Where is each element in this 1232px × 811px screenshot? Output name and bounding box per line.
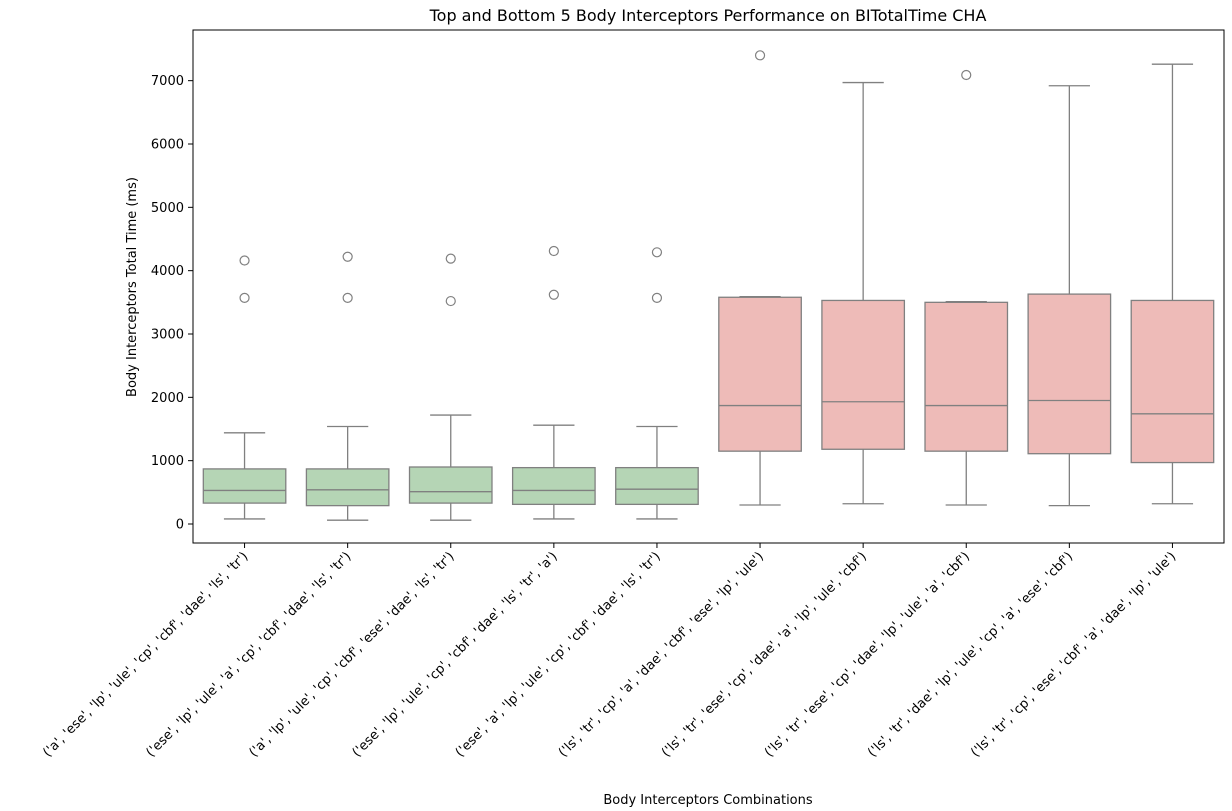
y-tick-label: 3000	[151, 328, 184, 343]
x-tick-label: ('a', 'ese', 'lp', 'ule', 'cp', 'cbf', '…	[40, 549, 251, 760]
box-7	[821, 81, 906, 505]
interquartile-box	[202, 468, 287, 504]
box-5	[615, 247, 699, 520]
box-9	[1027, 85, 1112, 507]
outlier-point	[445, 295, 456, 307]
box-8	[924, 69, 1009, 506]
x-tick-label: ('ls', 'tr', 'ese', 'cp', 'dae', 'a', 'l…	[659, 549, 870, 760]
y-axis: 0 1000 2000 3000 4000 5000 6000 7000	[151, 74, 193, 533]
outlier-point	[445, 253, 456, 264]
x-tick-label: ('ese', 'a', 'lp', 'ule', 'cp', 'cbf', '…	[453, 549, 664, 760]
x-axis: ('a', 'ese', 'lp', 'ule', 'cp', 'cbf', '…	[40, 543, 1179, 760]
interquartile-box	[1027, 293, 1112, 455]
box-10	[1130, 63, 1215, 505]
y-tick-label: 6000	[151, 138, 184, 153]
box-3	[408, 253, 493, 521]
interquartile-box	[718, 296, 802, 452]
y-tick-label: 0	[176, 518, 184, 533]
box-2	[305, 251, 390, 521]
x-tick-label: ('ls', 'tr', 'ese', 'cp', 'dae', 'lp', '…	[762, 549, 973, 760]
y-axis-label: Body Interceptors Total Time (ms)	[125, 177, 140, 397]
y-tick-label: 1000	[151, 454, 184, 469]
outlier-point	[754, 50, 766, 61]
chart-title: Top and Bottom 5 Body Interceptors Perfo…	[429, 6, 987, 25]
interquartile-box	[821, 299, 906, 450]
outlier-point	[239, 292, 250, 303]
y-tick-label: 4000	[151, 264, 184, 279]
plot-area	[202, 50, 1215, 521]
interquartile-box	[615, 466, 699, 506]
outlier-point	[651, 292, 663, 303]
outlier-point	[548, 289, 559, 300]
outlier-point	[651, 247, 663, 258]
x-tick-label: ('a', 'lp', 'ule', 'cp', 'cbf', 'ese', '…	[247, 549, 458, 760]
x-tick-label: ('ese', 'lp', 'ule', 'cp', 'cbf', 'dae',…	[350, 549, 561, 760]
y-tick-label: 7000	[151, 74, 184, 89]
y-tick-label: 2000	[151, 391, 184, 406]
outlier-point	[548, 245, 559, 257]
interquartile-box	[305, 468, 390, 507]
x-axis-label: Body Interceptors Combinations	[603, 793, 813, 808]
outlier-point	[239, 255, 250, 266]
outlier-point	[961, 69, 972, 81]
y-tick-label: 5000	[151, 201, 184, 216]
plot-frame	[192, 29, 1225, 544]
interquartile-box	[408, 466, 493, 504]
x-tick-label: ('ls', 'tr', 'cp', 'ese', 'cbf', 'a', 'd…	[968, 549, 1179, 760]
interquartile-box	[511, 466, 596, 506]
interquartile-box	[924, 301, 1009, 452]
box-6	[718, 50, 802, 506]
x-tick-label: ('ls', 'tr', 'dae', 'lp', 'ule', 'cp', '…	[865, 549, 1076, 760]
box-4	[511, 245, 596, 520]
box-1	[202, 255, 287, 520]
x-tick-label: ('ls', 'tr', 'cp', 'a', 'dae', 'cbf', 'e…	[556, 549, 767, 760]
interquartile-box	[1130, 299, 1215, 464]
outlier-point	[342, 251, 353, 262]
outlier-point	[342, 292, 353, 303]
x-tick-label: ('ese', 'lp', 'ule', 'a', 'cp', 'cbf', '…	[143, 549, 354, 760]
